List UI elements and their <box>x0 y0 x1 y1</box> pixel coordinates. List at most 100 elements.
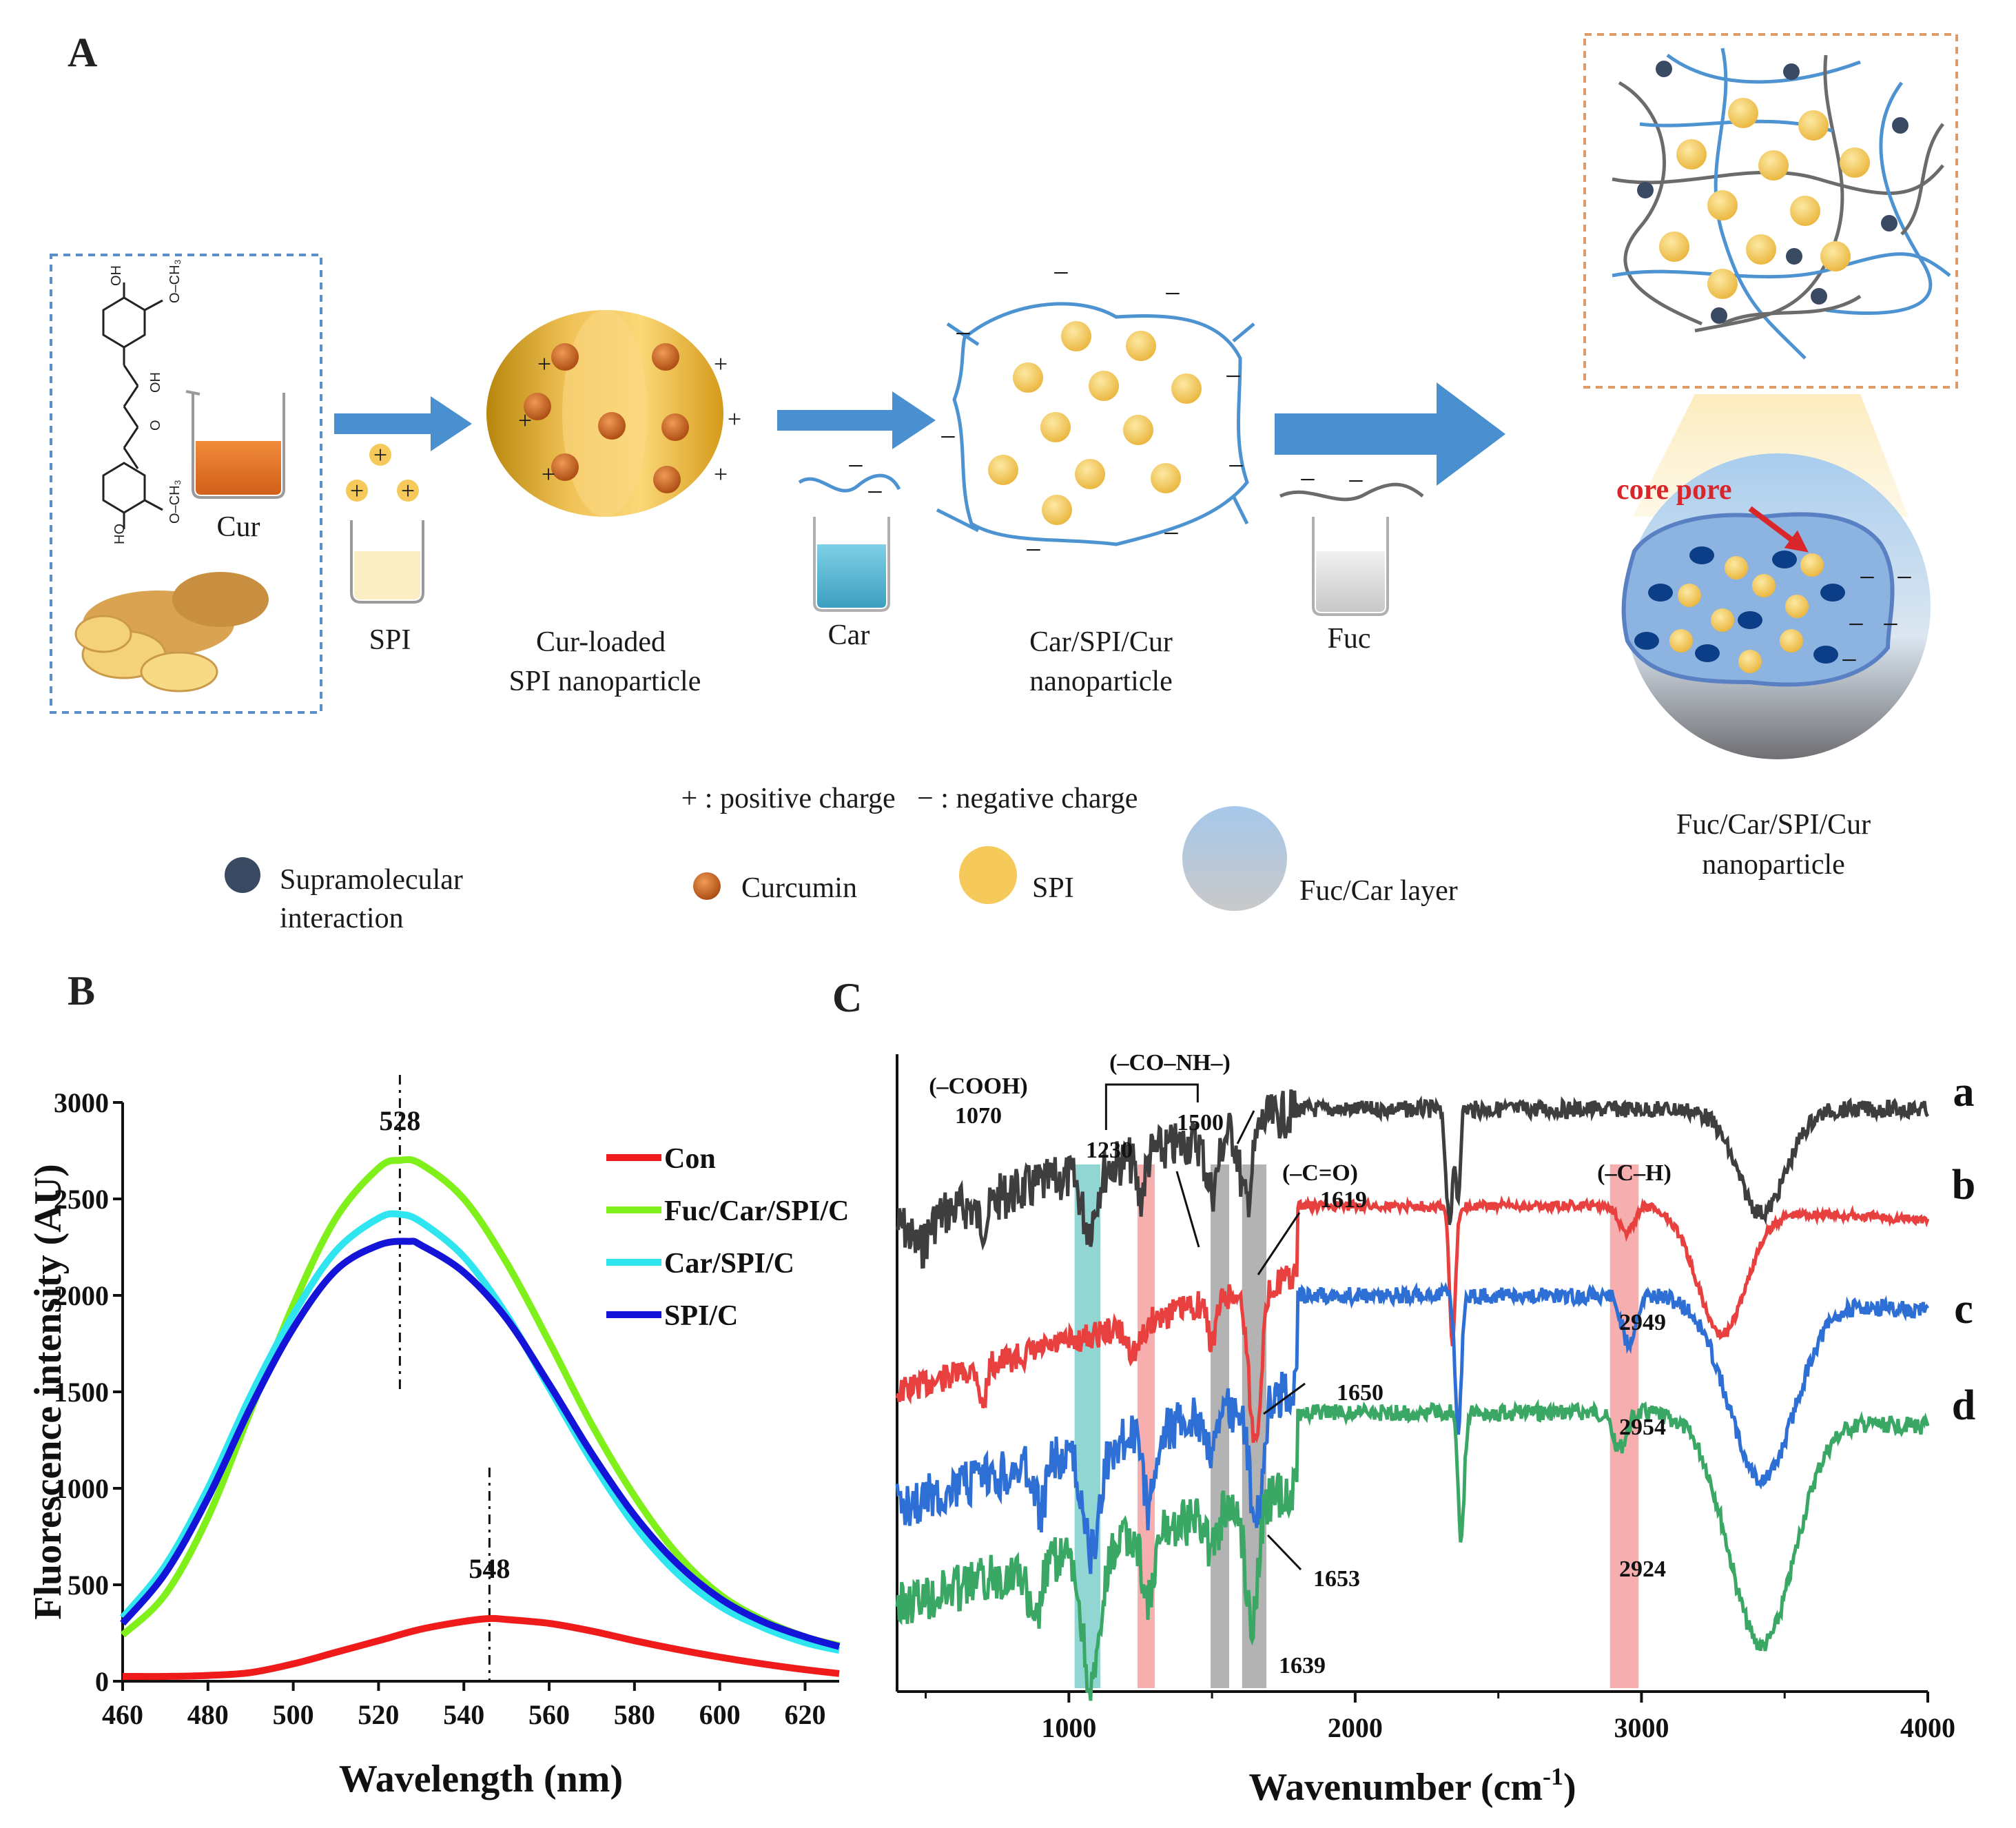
b-y-tick-label: 3000 <box>54 1087 109 1118</box>
c-spectrum-d <box>895 1398 1930 1701</box>
c-peak-label: 1619 <box>1320 1187 1367 1213</box>
c-group-label: (–CO–NH–) <box>1109 1050 1231 1076</box>
b-x-tick-label: 540 <box>443 1699 484 1730</box>
arrow-1-icon <box>334 396 472 451</box>
panel-b: B 0 500 1000 1500 2000 2500 3000 460 480 500 520 54… <box>27 968 849 1800</box>
svg-text:HO: HO <box>112 524 127 544</box>
legend-supramolecular-icon <box>225 857 260 893</box>
c-peak-label: 2949 <box>1619 1310 1666 1335</box>
c-group-label: (–C=O) <box>1282 1160 1358 1186</box>
c-x-axis-title: Wavenumber (cm-1) <box>1248 1763 1576 1809</box>
legend-supramolecular-label: Supramolecular <box>280 864 463 896</box>
svg-text:−: − <box>867 477 883 509</box>
c-leader-line <box>1175 1171 1200 1248</box>
final-label-1: Fuc/Car/SPI/Cur <box>1676 809 1871 841</box>
legend-fuc-car-layer-label: Fuc/Car layer <box>1299 875 1458 907</box>
c-peak-label: 1639 <box>1279 1653 1326 1678</box>
svg-text:OH: OH <box>109 265 124 286</box>
cur-loaded-label-2: SPI nanoparticle <box>509 666 701 697</box>
svg-text:+: + <box>373 441 387 469</box>
arrow-2-icon <box>777 391 936 449</box>
c-leader-line <box>1266 1534 1302 1571</box>
core-pore-label: core pore <box>1616 474 1732 506</box>
b-peak-528-label: 528 <box>379 1105 420 1136</box>
svg-text:−: − <box>1841 645 1858 677</box>
panel-letter-b: B <box>68 968 95 1014</box>
svg-text:−: − <box>1882 609 1899 641</box>
network-zoom-box <box>1583 33 1958 389</box>
cur-loaded-label-1: Cur-loaded <box>536 626 666 658</box>
legend-fuc-car-layer-icon <box>1182 806 1287 911</box>
b-y-tick-label: 2500 <box>54 1184 109 1215</box>
c-x-tick-label: 4000 <box>1900 1712 1955 1743</box>
svg-text:+: + <box>714 460 728 488</box>
spi-plus-particles-icon <box>346 444 419 502</box>
c-peak-label: 2924 <box>1619 1557 1666 1582</box>
svg-text:−: − <box>1053 258 1069 289</box>
b-y-axis-title: Fluorescence intensity (AU) <box>27 1164 70 1620</box>
b-legend-label: Con <box>664 1143 716 1175</box>
fuc-polymer-icon <box>1279 482 1424 502</box>
c-peak-label: 1650 <box>1337 1380 1384 1406</box>
charge-legend: + : positive charge − : negative charge <box>681 783 1138 814</box>
final-label-2: nanoparticle <box>1702 849 1845 881</box>
b-legend-label: SPI/C <box>664 1300 738 1332</box>
c-x-tick-label: 3000 <box>1614 1712 1669 1743</box>
cur-loaded-nanoparticle-icon <box>486 310 723 517</box>
legend-spi-label: SPI <box>1032 872 1074 904</box>
b-x-tick-label: 500 <box>273 1699 314 1730</box>
svg-text:−: − <box>955 318 971 350</box>
svg-text:−: − <box>940 422 956 453</box>
network-fibers <box>1612 48 1951 360</box>
svg-text:−: − <box>1163 518 1180 550</box>
c-curve-label-a: a <box>1953 1069 1975 1116</box>
curcumin-molecule-icon <box>102 283 163 529</box>
svg-text:+: + <box>518 407 532 434</box>
svg-text:−: − <box>1299 464 1316 496</box>
svg-text:−: − <box>1228 451 1244 482</box>
b-series-car-spi-c <box>120 1210 841 1654</box>
c-peak-label: 1653 <box>1313 1566 1360 1592</box>
b-legend-label: Fuc/Car/SPI/C <box>664 1195 849 1227</box>
core-pore-arrow-icon <box>1748 506 1809 553</box>
final-nanoparticle-icon <box>1621 453 1931 759</box>
b-x-tick-label: 560 <box>528 1699 570 1730</box>
b-series-spi-c <box>120 1238 841 1650</box>
c-leader-line <box>1236 1110 1255 1144</box>
svg-text:−: − <box>847 451 864 482</box>
c-group-label: (–C–H) <box>1597 1160 1672 1186</box>
car-spi-charges: − − − − − − − − <box>940 258 1244 566</box>
fuc-beaker-icon <box>1312 517 1389 616</box>
fuc-label: Fuc <box>1328 623 1371 655</box>
panel-c: C 1000 2000 3000 4000 Wavenumber (cm-1) ab c d (… <box>832 975 1975 1809</box>
legend-curcumin-label: Curcumin <box>741 872 857 904</box>
svg-text:−: − <box>1848 609 1864 641</box>
b-y-tick-label: 0 <box>95 1666 109 1697</box>
c-leader-line <box>1257 1212 1301 1275</box>
arrow-3-icon <box>1275 382 1505 486</box>
ftir-chart: 1000 2000 3000 4000 Wavenumber (cm-1) ab c d (–C… <box>895 1050 1975 1809</box>
fluorescence-chart: 0 500 1000 1500 2000 2500 3000 460 480 500 520 540 5… <box>27 1075 849 1800</box>
car-beaker-icon <box>813 517 890 612</box>
svg-text:−: − <box>1348 466 1364 497</box>
svg-text:+: + <box>401 477 415 504</box>
svg-text:−: − <box>1225 361 1242 393</box>
svg-text:−: − <box>1025 535 1042 566</box>
legend-supramolecular-label-2: interaction <box>280 903 404 934</box>
c-spectrum-a <box>895 1089 1930 1269</box>
spi-particles-group <box>988 321 1202 525</box>
b-x-tick-label: 520 <box>358 1699 399 1730</box>
cur-label: Cur <box>217 511 260 543</box>
svg-text:−: − <box>1859 562 1875 594</box>
b-y-tick-label: 1000 <box>54 1473 109 1504</box>
svg-text:O–CH₃: O–CH₃ <box>167 259 183 303</box>
legend-spi-icon <box>959 846 1017 904</box>
c-group-label: (–COOH) <box>929 1074 1028 1099</box>
panel-letter-c: C <box>832 975 862 1020</box>
curcumin-source-box <box>50 254 322 714</box>
legend-curcumin-icon <box>693 872 721 900</box>
car-spi-label-2: nanoparticle <box>1029 666 1173 697</box>
final-charges: − − − − − <box>1841 562 1913 677</box>
svg-text:OH: OH <box>148 372 163 393</box>
